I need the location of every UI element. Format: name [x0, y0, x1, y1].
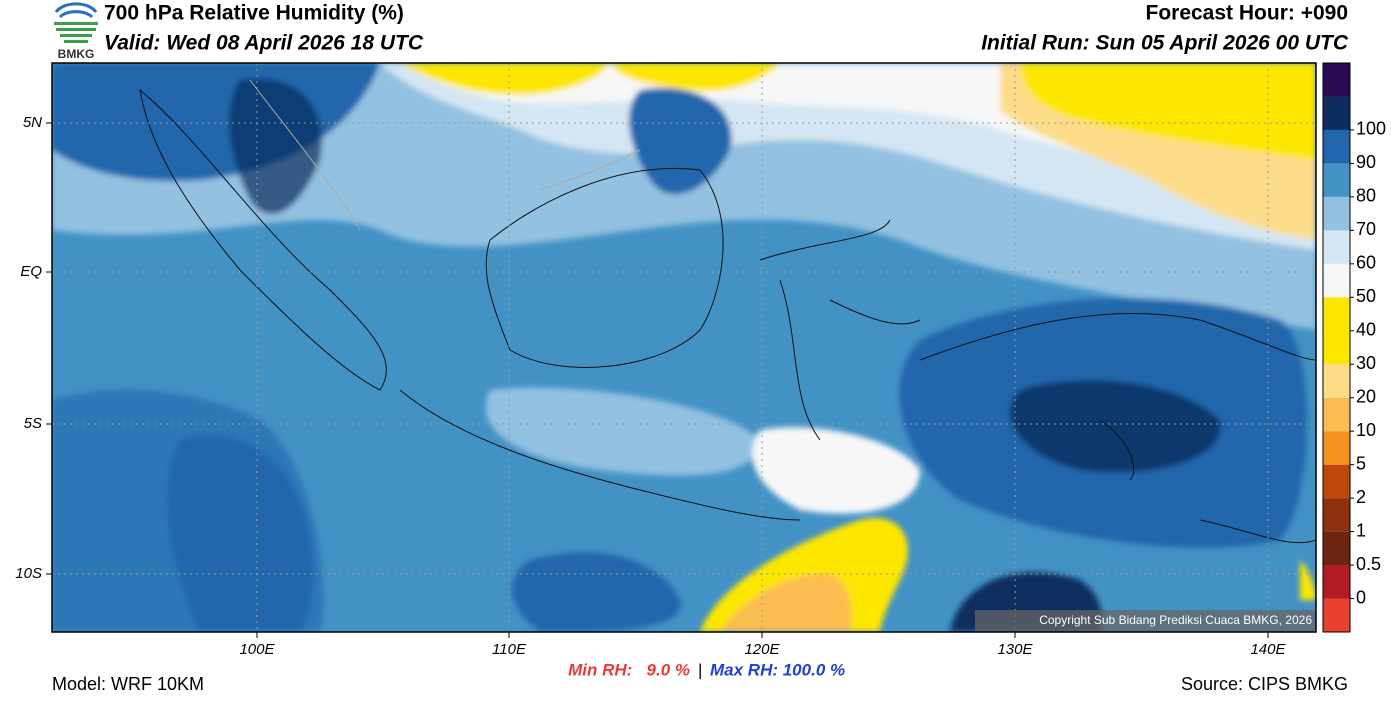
- colorbar-label: 80: [1356, 186, 1376, 206]
- logo: BMKG: [54, 2, 98, 61]
- colorbar-bin: [1323, 263, 1350, 298]
- min-rh: Min RH: 9.0 %: [568, 660, 690, 679]
- colorbar-bin: [1323, 96, 1350, 130]
- colorbar-bin: [1323, 196, 1350, 231]
- separator: |: [698, 660, 702, 679]
- lat-label: 10S: [15, 565, 42, 582]
- colorbar-label: 5: [1356, 453, 1366, 473]
- colorbar-label: 1: [1356, 520, 1366, 540]
- max-rh: Max RH: 100.0 %: [710, 660, 845, 679]
- initial-run: Initial Run: Sun 05 April 2026 00 UTC: [981, 32, 1349, 55]
- logo-text: BMKG: [58, 47, 95, 61]
- colorbar-label: 60: [1356, 253, 1376, 273]
- colorbar-bin: [1323, 464, 1350, 499]
- humidity-field: Copyright Sub Bidang Prediksi Cuaca BMKG…: [52, 63, 1316, 632]
- model: Model: WRF 10KM: [52, 674, 204, 694]
- lon-label: 130E: [997, 641, 1033, 658]
- colorbar-bin: [1323, 565, 1350, 599]
- colorbar-label: 70: [1356, 219, 1376, 239]
- colorbar-bin: [1323, 431, 1350, 465]
- lon-label: 100E: [239, 641, 275, 658]
- colorbar-bin: [1323, 330, 1350, 365]
- colorbar-label: 0.5: [1356, 554, 1381, 574]
- colorbar-bin: [1323, 498, 1350, 532]
- colorbar-label: 20: [1356, 386, 1376, 406]
- colorbar-bin: [1323, 230, 1350, 264]
- lat-label: 5N: [23, 114, 42, 131]
- colorbar-bin: [1323, 598, 1350, 632]
- colorbar-label: 90: [1356, 152, 1376, 172]
- source: Source: CIPS BMKG: [1181, 674, 1348, 694]
- colorbar-label: 2: [1356, 487, 1366, 507]
- colorbar-label: 30: [1356, 353, 1376, 373]
- colorbar-label: 50: [1356, 286, 1376, 306]
- colorbar-bin: [1323, 163, 1350, 197]
- lat-label: 5S: [24, 415, 42, 432]
- colorbar-label: 0: [1356, 587, 1366, 607]
- colorbar-label: 40: [1356, 320, 1376, 340]
- colorbar-bin: [1323, 63, 1350, 97]
- colorbar-bin: [1323, 129, 1350, 164]
- colorbar-frame: [1322, 62, 1351, 633]
- copyright: Copyright Sub Bidang Prediksi Cuaca BMKG…: [1039, 613, 1312, 627]
- colorbar-label: 100: [1356, 119, 1386, 139]
- colorbar-bin: [1323, 531, 1350, 566]
- colorbar-bin: [1323, 297, 1350, 331]
- title: 700 hPa Relative Humidity (%): [104, 2, 404, 25]
- colorbar-bin: [1323, 397, 1350, 432]
- lon-label: 110E: [492, 641, 527, 658]
- lat-label: EQ: [20, 263, 42, 280]
- valid-time: Valid: Wed 08 April 2026 18 UTC: [104, 32, 424, 55]
- coastlines: [139, 88, 1316, 544]
- forecast-hour: Forecast Hour: +090: [1146, 2, 1349, 25]
- lon-label: 140E: [1250, 641, 1286, 658]
- colorbar: 0 0.5 1 2 5 10 20 30 40 50 60 70 80 90 100: [1322, 62, 1386, 633]
- colorbar-bin: [1323, 364, 1350, 398]
- lon-label: 120E: [744, 641, 780, 658]
- colorbar-label: 10: [1356, 420, 1376, 440]
- borders: [249, 79, 641, 231]
- map-frame: [51, 62, 1317, 633]
